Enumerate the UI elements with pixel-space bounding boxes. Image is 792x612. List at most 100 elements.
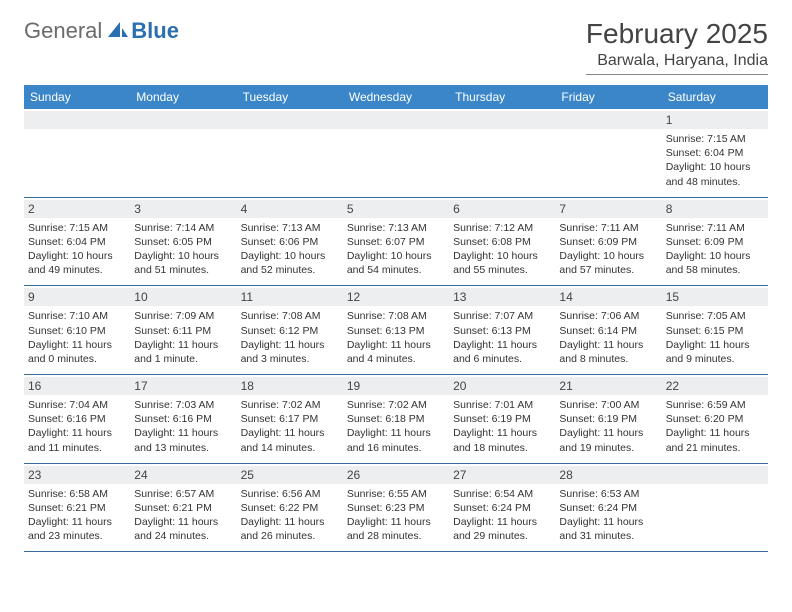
day-cell: 14Sunrise: 7:06 AMSunset: 6:14 PMDayligh… <box>555 286 661 374</box>
sunset-text: Sunset: 6:23 PM <box>347 501 445 515</box>
daylight-text: Daylight: 11 hours and 18 minutes. <box>453 426 551 454</box>
sunset-text: Sunset: 6:15 PM <box>666 324 764 338</box>
daylight-text: Daylight: 11 hours and 3 minutes. <box>241 338 339 366</box>
day-cell: 11Sunrise: 7:08 AMSunset: 6:12 PMDayligh… <box>237 286 343 374</box>
sunrise-text: Sunrise: 7:14 AM <box>134 221 232 235</box>
sunrise-text: Sunrise: 7:15 AM <box>28 221 126 235</box>
day-cell: 20 Sunrise: 7:01 AMSunset: 6:19 PMDayligh… <box>449 375 555 463</box>
day-header: Monday <box>130 85 236 109</box>
day-info: Sunrise: 7:04 AMSunset: 6:16 PMDaylight:… <box>28 398 126 455</box>
sunset-text: Sunset: 6:07 PM <box>347 235 445 249</box>
daylight-text: Daylight: 10 hours and 48 minutes. <box>666 160 764 188</box>
day-cell <box>555 109 661 197</box>
sunset-text: Sunset: 6:08 PM <box>453 235 551 249</box>
logo-text-general: General <box>24 18 102 44</box>
sunset-text: Sunset: 6:21 PM <box>134 501 232 515</box>
day-cell: 18Sunrise: 7:02 AMSunset: 6:17 PMDayligh… <box>237 375 343 463</box>
daylight-text: Daylight: 11 hours and 0 minutes. <box>28 338 126 366</box>
sunrise-text: Sunrise: 7:10 AM <box>28 309 126 323</box>
sunrise-text: Sunrise: 7:09 AM <box>134 309 232 323</box>
day-info: Sunrise: 6:58 AMSunset: 6:21 PMDaylight:… <box>28 487 126 544</box>
sunset-text: Sunset: 6:20 PM <box>666 412 764 426</box>
sunrise-text: Sunrise: 7:07 AM <box>453 309 551 323</box>
sunset-text: Sunset: 6:22 PM <box>241 501 339 515</box>
daylight-text: Daylight: 11 hours and 9 minutes. <box>666 338 764 366</box>
daylight-text: Daylight: 10 hours and 54 minutes. <box>347 249 445 277</box>
sunset-text: Sunset: 6:24 PM <box>559 501 657 515</box>
day-info: Sunrise: 7:15 AMSunset: 6:04 PMDaylight:… <box>666 132 764 189</box>
day-number: 12 <box>343 288 449 306</box>
day-number: 7 <box>555 200 661 218</box>
day-number: 14 <box>555 288 661 306</box>
sunrise-text: Sunrise: 7:04 AM <box>28 398 126 412</box>
day-cell: 26Sunrise: 6:55 AMSunset: 6:23 PMDayligh… <box>343 464 449 552</box>
day-info: Sunrise: 7:03 AMSunset: 6:16 PMDaylight:… <box>134 398 232 455</box>
sunset-text: Sunset: 6:14 PM <box>559 324 657 338</box>
day-number: 11 <box>237 288 343 306</box>
day-number: 27 <box>449 466 555 484</box>
day-info: Sunrise: 7:13 AMSunset: 6:06 PMDaylight:… <box>241 221 339 278</box>
week-row: 9 Sunrise: 7:10 AMSunset: 6:10 PMDaylight… <box>24 286 768 375</box>
sunset-text: Sunset: 6:24 PM <box>453 501 551 515</box>
sunrise-text: Sunrise: 7:12 AM <box>453 221 551 235</box>
daylight-text: Daylight: 11 hours and 26 minutes. <box>241 515 339 543</box>
daylight-text: Daylight: 11 hours and 11 minutes. <box>28 426 126 454</box>
sunset-text: Sunset: 6:18 PM <box>347 412 445 426</box>
day-cell: 16 Sunrise: 7:04 AMSunset: 6:16 PMDayligh… <box>24 375 130 463</box>
sunset-text: Sunset: 6:21 PM <box>28 501 126 515</box>
day-number <box>449 111 555 129</box>
day-header: Sunday <box>24 85 130 109</box>
day-cell: 25Sunrise: 6:56 AMSunset: 6:22 PMDayligh… <box>237 464 343 552</box>
sunrise-text: Sunrise: 7:15 AM <box>666 132 764 146</box>
daylight-text: Daylight: 10 hours and 52 minutes. <box>241 249 339 277</box>
day-cell: 8Sunrise: 7:11 AMSunset: 6:09 PMDaylight… <box>662 198 768 286</box>
sunrise-text: Sunrise: 7:13 AM <box>347 221 445 235</box>
sunrise-text: Sunrise: 7:08 AM <box>347 309 445 323</box>
day-cell: 3Sunrise: 7:14 AMSunset: 6:05 PMDaylight… <box>130 198 236 286</box>
sunrise-text: Sunrise: 6:57 AM <box>134 487 232 501</box>
day-header: Thursday <box>449 85 555 109</box>
sunset-text: Sunset: 6:04 PM <box>666 146 764 160</box>
day-cell: 7Sunrise: 7:11 AMSunset: 6:09 PMDaylight… <box>555 198 661 286</box>
sunrise-text: Sunrise: 7:05 AM <box>666 309 764 323</box>
sunrise-text: Sunrise: 6:56 AM <box>241 487 339 501</box>
sunset-text: Sunset: 6:06 PM <box>241 235 339 249</box>
title-block: February 2025 Barwala, Haryana, India <box>586 18 768 75</box>
daylight-text: Daylight: 11 hours and 8 minutes. <box>559 338 657 366</box>
day-info: Sunrise: 7:10 AMSunset: 6:10 PMDaylight:… <box>28 309 126 366</box>
sunset-text: Sunset: 6:13 PM <box>347 324 445 338</box>
day-cell: 24Sunrise: 6:57 AMSunset: 6:21 PMDayligh… <box>130 464 236 552</box>
sunset-text: Sunset: 6:19 PM <box>559 412 657 426</box>
sunset-text: Sunset: 6:09 PM <box>666 235 764 249</box>
day-number <box>237 111 343 129</box>
day-number: 6 <box>449 200 555 218</box>
week-row: 1Sunrise: 7:15 AMSunset: 6:04 PMDaylight… <box>24 109 768 198</box>
day-number <box>24 111 130 129</box>
day-number: 5 <box>343 200 449 218</box>
day-cell: 2Sunrise: 7:15 AMSunset: 6:04 PMDaylight… <box>24 198 130 286</box>
day-cell <box>237 109 343 197</box>
day-number: 16 <box>24 377 130 395</box>
day-info: Sunrise: 6:56 AMSunset: 6:22 PMDaylight:… <box>241 487 339 544</box>
sunset-text: Sunset: 6:16 PM <box>134 412 232 426</box>
day-number: 3 <box>130 200 236 218</box>
sunrise-text: Sunrise: 7:01 AM <box>453 398 551 412</box>
day-number: 28 <box>555 466 661 484</box>
sunrise-text: Sunrise: 6:58 AM <box>28 487 126 501</box>
day-cell: 10Sunrise: 7:09 AMSunset: 6:11 PMDayligh… <box>130 286 236 374</box>
day-info: Sunrise: 7:08 AMSunset: 6:13 PMDaylight:… <box>347 309 445 366</box>
day-number: 20 <box>449 377 555 395</box>
day-info: Sunrise: 6:53 AMSunset: 6:24 PMDaylight:… <box>559 487 657 544</box>
day-cell: 27Sunrise: 6:54 AMSunset: 6:24 PMDayligh… <box>449 464 555 552</box>
sunrise-text: Sunrise: 7:11 AM <box>666 221 764 235</box>
sunrise-text: Sunrise: 6:53 AM <box>559 487 657 501</box>
sunrise-text: Sunrise: 6:55 AM <box>347 487 445 501</box>
sunrise-text: Sunrise: 7:08 AM <box>241 309 339 323</box>
day-number: 9 <box>24 288 130 306</box>
day-number: 8 <box>662 200 768 218</box>
day-info: Sunrise: 7:01 AMSunset: 6:19 PMDaylight:… <box>453 398 551 455</box>
daylight-text: Daylight: 10 hours and 49 minutes. <box>28 249 126 277</box>
day-cell: 1Sunrise: 7:15 AMSunset: 6:04 PMDaylight… <box>662 109 768 197</box>
sunrise-text: Sunrise: 7:02 AM <box>241 398 339 412</box>
day-number <box>555 111 661 129</box>
